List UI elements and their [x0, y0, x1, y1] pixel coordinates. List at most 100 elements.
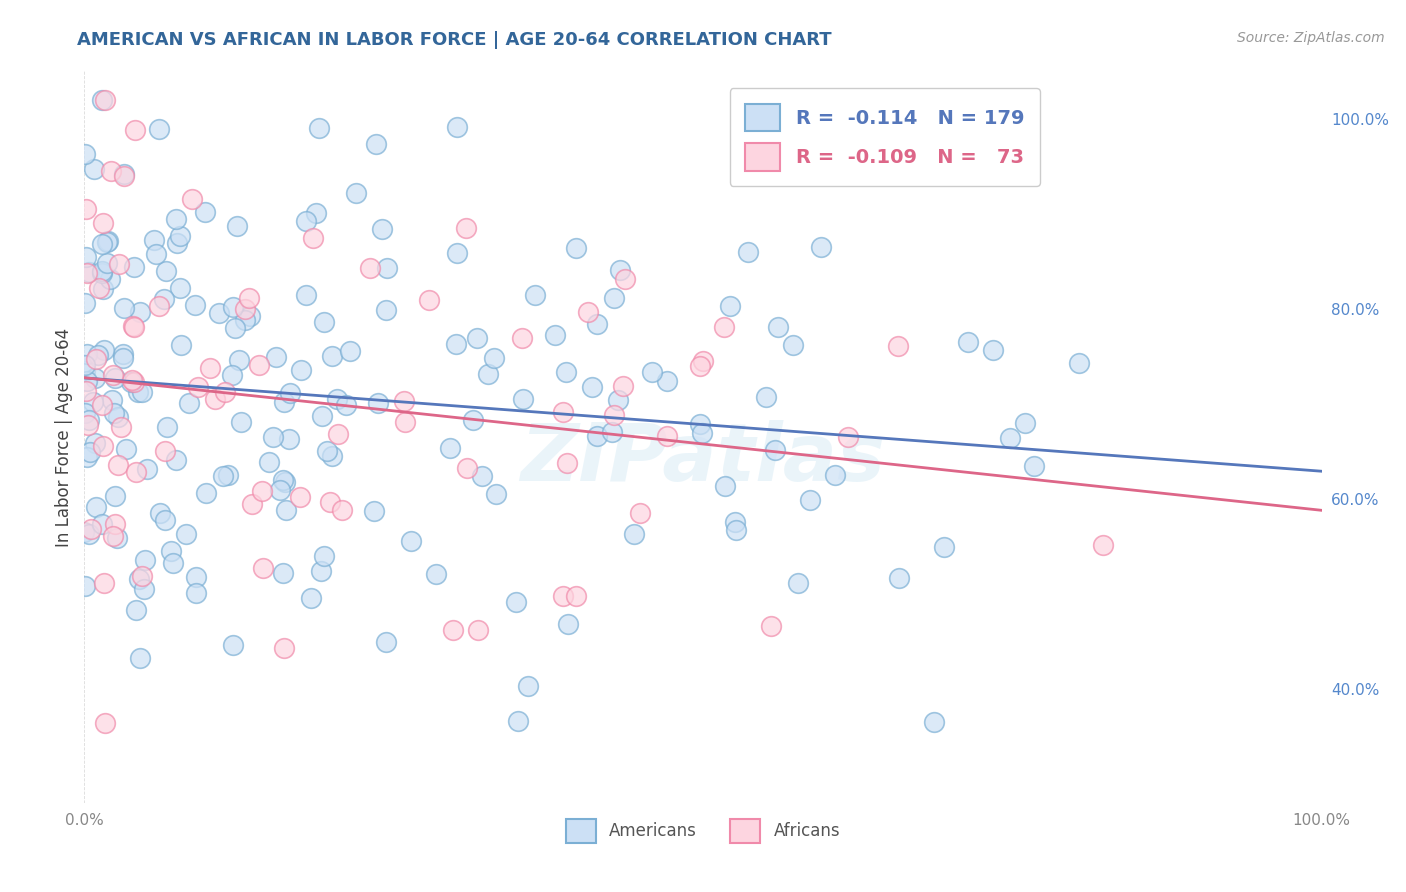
- Point: [128, 651, 150, 665]
- Point: [505, 595, 527, 609]
- Point: [655, 429, 678, 443]
- Point: [755, 390, 778, 404]
- Point: [581, 379, 603, 393]
- Point: [200, 361, 222, 376]
- Point: [824, 467, 846, 482]
- Point: [810, 240, 832, 254]
- Point: [553, 405, 575, 419]
- Point: [100, 272, 122, 286]
- Point: [75, 147, 97, 161]
- Point: [512, 392, 534, 406]
- Point: [1092, 538, 1115, 552]
- Point: [612, 378, 634, 392]
- Point: [226, 219, 249, 233]
- Point: [375, 635, 398, 649]
- Point: [124, 123, 146, 137]
- Point: [101, 529, 124, 543]
- Point: [602, 425, 624, 439]
- Point: [586, 318, 609, 332]
- Point: [252, 560, 274, 574]
- Point: [208, 306, 231, 320]
- Point: [107, 409, 129, 424]
- Point: [394, 415, 416, 429]
- Point: [274, 502, 297, 516]
- Point: [1069, 356, 1091, 370]
- Point: [603, 291, 626, 305]
- Point: [79, 444, 101, 458]
- Point: [73, 579, 96, 593]
- Point: [91, 398, 114, 412]
- Point: [344, 186, 367, 200]
- Point: [114, 169, 136, 183]
- Point: [217, 467, 239, 482]
- Point: [121, 373, 143, 387]
- Text: ZIPatlas: ZIPatlas: [520, 420, 886, 498]
- Point: [235, 313, 257, 327]
- Point: [465, 330, 488, 344]
- Point: [76, 347, 98, 361]
- Point: [510, 331, 533, 345]
- Point: [222, 300, 245, 314]
- Point: [84, 500, 107, 514]
- Point: [93, 343, 115, 357]
- Point: [724, 523, 747, 537]
- Point: [887, 570, 910, 584]
- Point: [77, 413, 100, 427]
- Point: [96, 235, 118, 249]
- Point: [134, 582, 156, 596]
- Point: [224, 321, 246, 335]
- Point: [239, 310, 262, 324]
- Point: [257, 455, 280, 469]
- Point: [657, 374, 679, 388]
- Point: [103, 406, 125, 420]
- Point: [689, 359, 711, 374]
- Point: [508, 714, 530, 728]
- Point: [887, 339, 910, 353]
- Point: [184, 298, 207, 312]
- Point: [471, 468, 494, 483]
- Point: [122, 375, 145, 389]
- Point: [170, 338, 193, 352]
- Point: [271, 473, 294, 487]
- Point: [302, 231, 325, 245]
- Point: [90, 264, 112, 278]
- Point: [242, 497, 264, 511]
- Point: [467, 623, 489, 637]
- Point: [214, 385, 236, 400]
- Point: [114, 167, 136, 181]
- Point: [212, 469, 235, 483]
- Point: [367, 396, 389, 410]
- Point: [121, 319, 143, 334]
- Point: [115, 442, 138, 457]
- Point: [165, 452, 187, 467]
- Point: [76, 450, 98, 465]
- Point: [613, 272, 636, 286]
- Point: [713, 479, 735, 493]
- Point: [153, 512, 176, 526]
- Point: [91, 93, 114, 107]
- Point: [456, 461, 478, 475]
- Point: [689, 417, 711, 431]
- Point: [131, 569, 153, 583]
- Point: [73, 358, 96, 372]
- Point: [311, 564, 333, 578]
- Point: [273, 394, 295, 409]
- Point: [76, 266, 98, 280]
- Point: [83, 162, 105, 177]
- Point: [787, 576, 810, 591]
- Point: [82, 395, 104, 409]
- Point: [288, 490, 311, 504]
- Point: [335, 397, 357, 411]
- Point: [91, 216, 114, 230]
- Point: [247, 358, 270, 372]
- Point: [456, 221, 478, 235]
- Point: [271, 566, 294, 580]
- Point: [128, 572, 150, 586]
- Point: [136, 462, 159, 476]
- Point: [364, 137, 387, 152]
- Point: [759, 618, 782, 632]
- Point: [837, 430, 859, 444]
- Point: [713, 320, 735, 334]
- Point: [184, 586, 207, 600]
- Point: [763, 442, 786, 457]
